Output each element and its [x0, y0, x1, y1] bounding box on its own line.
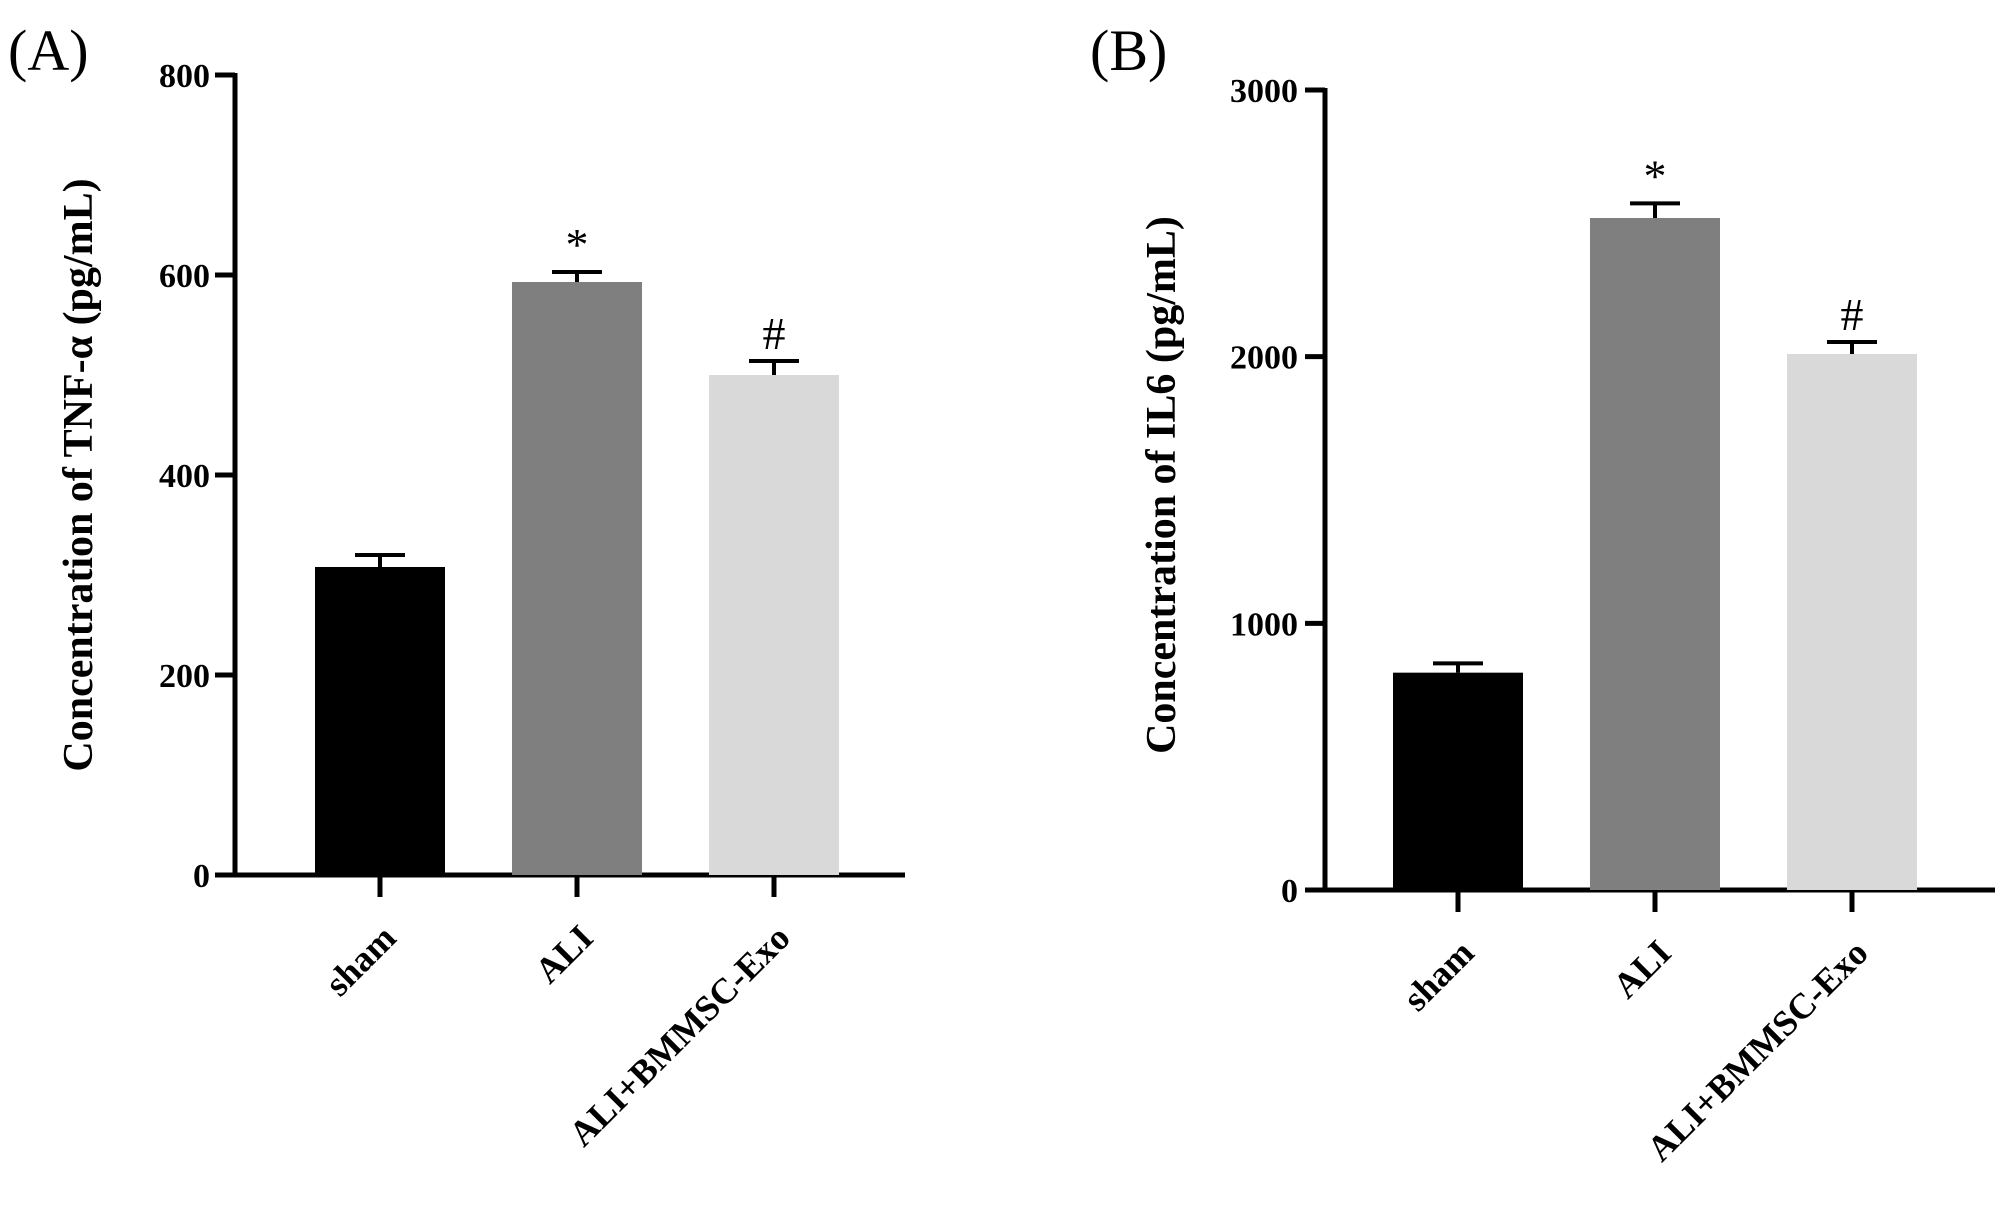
panel-label: (A) [8, 18, 89, 83]
y-tick-label: 600 [159, 258, 210, 295]
category-label: ALI+BMMSC-Exo [561, 917, 798, 1154]
y-tick-label: 400 [159, 458, 210, 495]
y-tick-label: 3000 [1230, 73, 1298, 110]
significance-marker: # [763, 308, 786, 359]
chart-b: (B) Concentration of IL6 (pg/mL) 0 1000 2000… [1090, 18, 1995, 1169]
bar-sham [315, 567, 445, 875]
y-tick-label: 2000 [1230, 340, 1298, 377]
significance-marker: * [1644, 150, 1667, 201]
y-tick-label: 200 [159, 658, 210, 695]
bar-sham [1393, 672, 1523, 890]
y-axis-label: Concentration of TNF-α (pg/mL) [56, 178, 102, 771]
y-tick-label: 0 [1281, 873, 1298, 910]
chart-a: (A) Concentration of TNF-α (pg/mL) 0 200 400… [8, 18, 905, 1154]
bar-ali-bmmsc-exo [709, 375, 839, 875]
bar-ali [1590, 218, 1720, 890]
bar-ali [512, 282, 642, 875]
y-axis-label: Concentration of IL6 (pg/mL) [1139, 216, 1185, 754]
category-label: sham [1395, 932, 1481, 1018]
y-tick-label: 800 [159, 58, 210, 95]
category-label: ALI [527, 917, 601, 991]
y-tick-label: 1000 [1230, 606, 1298, 643]
category-label: ALI [1605, 932, 1679, 1006]
category-label: sham [317, 917, 403, 1003]
y-tick-label: 0 [193, 858, 210, 895]
category-label: ALI+BMMSC-Exo [1639, 932, 1876, 1169]
significance-marker: * [566, 219, 589, 270]
panel-label: (B) [1090, 18, 1167, 83]
significance-marker: # [1841, 289, 1864, 340]
bar-ali-bmmsc-exo [1787, 354, 1917, 890]
